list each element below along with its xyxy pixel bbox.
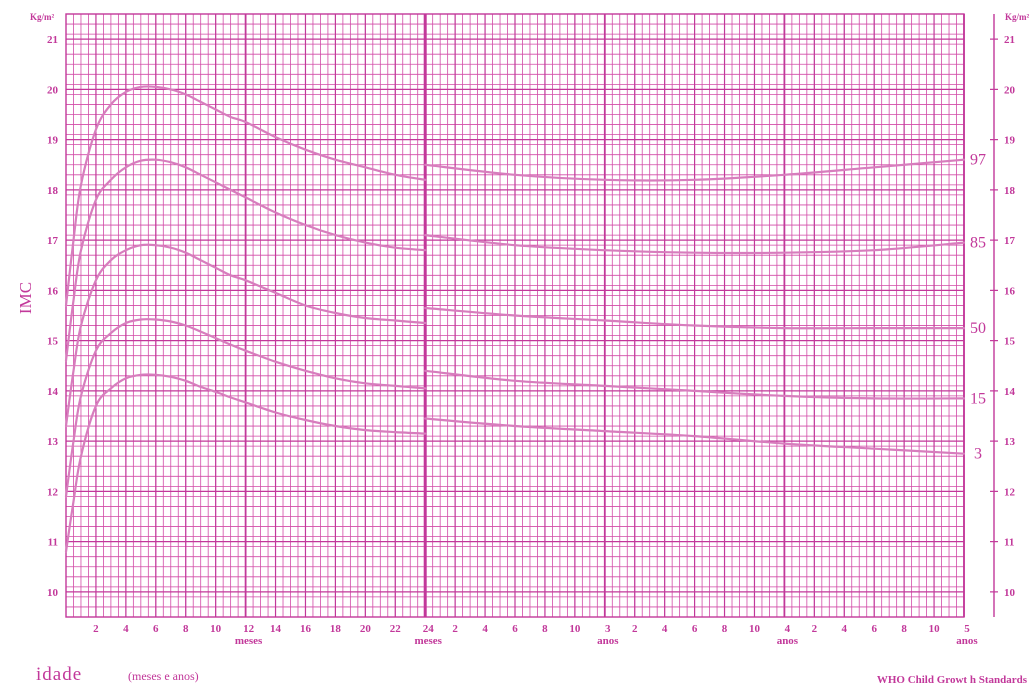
percentile-85-line [424,234,966,255]
y-tick-label-right: 14 [1004,386,1016,398]
x-tick-label: 16 [300,623,312,635]
x-tick-label: 6 [153,623,159,635]
percentile-3-line [64,373,427,553]
x-tick-label: 10 [749,623,761,635]
y-tick-label-right: 13 [1004,436,1016,448]
x-tick-label: 2 [812,623,818,635]
x-tick-label: 24 [423,623,435,635]
percentile-50-line [424,306,966,330]
y-tick-label: 20 [47,84,59,96]
percentile-97-line [64,85,427,307]
x-tick-sublabel: anos [956,635,978,647]
x-tick-label: 10 [210,623,222,635]
x-tick-label: 4 [662,623,668,635]
percentile-15-line [424,369,966,400]
y-tick-label: 11 [48,537,58,549]
x-tick-sublabel: meses [235,635,263,647]
y-unit-left: Kg/m² [30,12,54,22]
y-tick-label-right: 19 [1004,135,1016,147]
percentile-labels: 97 85 50 15 3 [970,152,986,463]
y-tick-label-right: 20 [1004,84,1016,96]
y-tick-label-right: 21 [1004,34,1015,46]
percentile-85-line [64,158,427,362]
x-tick-sublabel: meses [414,635,442,647]
x-tick-label: 6 [871,623,877,635]
y-tick-label: 15 [47,336,59,348]
y-tick-label-right: 17 [1004,235,1016,247]
y-tick-label-right: 16 [1004,285,1016,297]
x-tick-label: 3 [605,623,611,635]
x-axis-label: idade [36,664,82,685]
x-tick-label: 8 [542,623,548,635]
y-tick-label: 19 [47,135,59,147]
y-tick-label: 14 [47,386,59,398]
y-axis-left-ticks: 10 11 12 13 14 15 16 17 18 19 20 21 [47,34,59,599]
x-tick-label: 8 [183,623,189,635]
y-tick-label: 21 [47,34,58,46]
percentile-15-line [64,318,427,498]
x-tick-sublabel: anos [777,635,799,647]
x-tick-label: 10 [569,623,581,635]
x-tick-label: 22 [390,623,402,635]
percentile-label-85: 85 [970,235,986,252]
y-tick-label: 12 [47,486,59,498]
source-credit: WHO Child Growt h Standards [877,674,1028,686]
y-tick-label: 13 [47,436,59,448]
y-tick-label: 17 [47,235,59,247]
y-tick-label-right: 11 [1004,537,1014,549]
percentile-3-line [424,417,966,455]
x-tick-label: 12 [243,623,255,635]
grid-major [65,13,998,618]
percentile-label-50: 50 [970,320,986,337]
x-tick-label: 20 [360,623,372,635]
x-tick-label: 14 [270,623,282,635]
x-tick-label: 4 [482,623,488,635]
percentile-curves [64,85,966,553]
plot-frame [65,13,965,618]
x-tick-label: 18 [330,623,342,635]
y-tick-label: 10 [47,587,59,599]
percentile-50-line [64,243,427,428]
x-tick-label: 5 [964,623,970,635]
y-tick-label-right: 18 [1004,185,1016,197]
y-tick-label: 16 [47,285,59,297]
x-tick-label: 8 [722,623,728,635]
x-axis-label-sub: (meses e anos) [128,669,199,683]
x-tick-label: 10 [929,623,941,635]
x-tick-label: 6 [512,623,518,635]
x-tick-sublabel: anos [597,635,619,647]
percentile-label-97: 97 [970,152,986,169]
percentile-label-3: 3 [974,446,982,463]
x-tick-label: 4 [123,623,129,635]
x-tick-label: 8 [901,623,907,635]
y-unit-right: Kg/m² [1005,12,1029,22]
x-tick-label: 4 [842,623,848,635]
x-tick-label: 6 [692,623,698,635]
x-tick-label: 2 [632,623,638,635]
y-tick-label-right: 12 [1004,486,1016,498]
y-axis-label: IMC [16,282,35,314]
percentile-label-15: 15 [970,390,986,407]
x-tick-label: 4 [785,623,791,635]
y-axis-right-ticks: 10 11 12 13 14 15 16 17 18 19 20 21 [1004,34,1016,599]
y-tick-label-right: 10 [1004,587,1016,599]
y-tick-label: 18 [47,185,59,197]
y-tick-label-right: 15 [1004,336,1016,348]
x-tick-label: 2 [93,623,99,635]
x-tick-label: 2 [452,623,458,635]
percentile-97-line [424,158,966,182]
